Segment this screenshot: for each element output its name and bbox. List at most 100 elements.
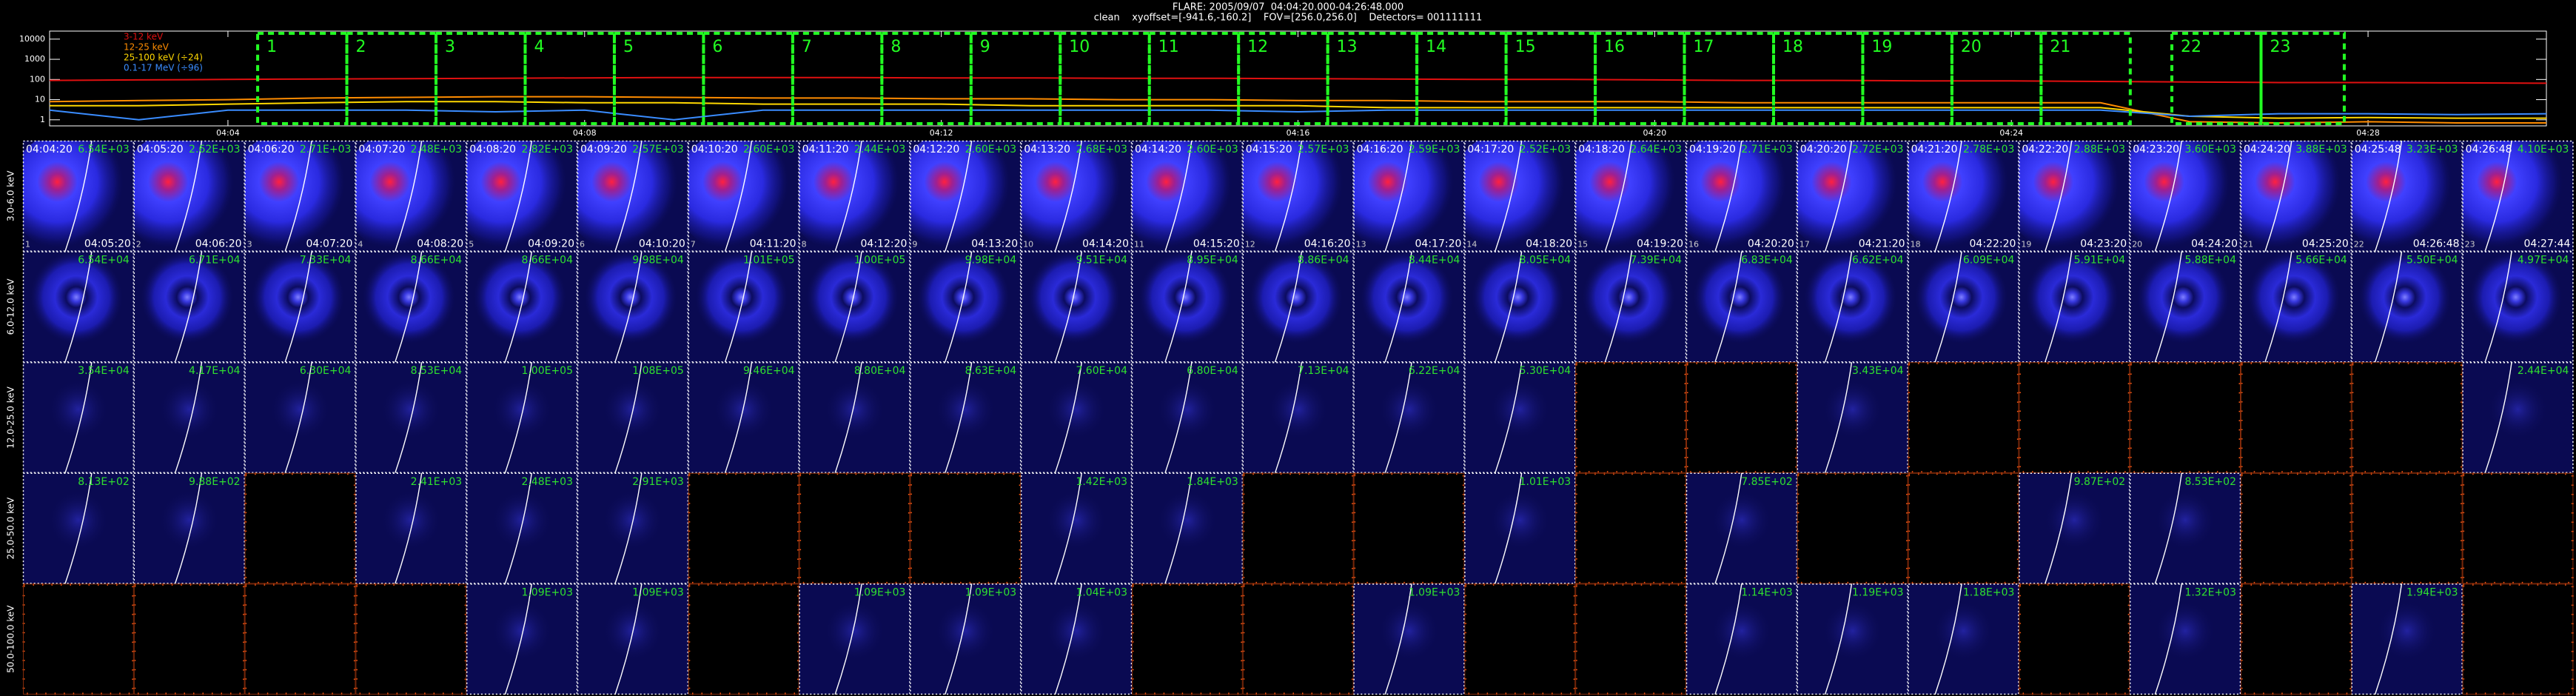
solar-limb xyxy=(945,140,973,252)
source-emission xyxy=(1148,485,1227,563)
source-emission xyxy=(1908,141,2016,252)
panel-value: 2.48E+03 xyxy=(521,476,573,488)
panel-border xyxy=(1797,361,1908,474)
empty-panel xyxy=(244,583,356,695)
end-time: 04:23:20 xyxy=(2080,238,2127,250)
panel-value: 2.88E+03 xyxy=(2074,144,2126,155)
panel-value: 2.44E+03 xyxy=(854,144,906,155)
source-emission xyxy=(1037,485,1116,563)
empty-panel xyxy=(2019,583,2130,695)
panel-border xyxy=(799,361,910,474)
panel-value: 2.78E+03 xyxy=(1963,144,2015,155)
empty-panel-edge xyxy=(355,583,467,695)
panel-value: 2.60E+03 xyxy=(743,144,795,155)
panel-border xyxy=(2240,251,2352,363)
panel-border xyxy=(577,251,689,363)
panel-border xyxy=(2240,140,2352,252)
panel-border xyxy=(466,140,578,252)
interval-number: 13 xyxy=(1337,38,1358,56)
image-panel xyxy=(1353,472,1465,584)
empty-panel xyxy=(2462,472,2574,584)
panel-value: 6.22E+04 xyxy=(1409,365,1460,377)
panel-number: 10 xyxy=(1023,240,1033,250)
x-tick-label: 04:28 xyxy=(2356,128,2380,138)
start-time: 04:07:20 xyxy=(358,144,405,155)
panel-number: 15 xyxy=(1577,240,1588,250)
image-panel: 5.30E+04 xyxy=(1464,361,1576,474)
source-emission xyxy=(150,374,229,452)
end-time: 04:07:20 xyxy=(306,238,353,250)
panel-value: 1.09E+03 xyxy=(1409,586,1460,598)
image-panel xyxy=(1242,583,1355,695)
image-panel xyxy=(1463,583,1576,695)
panel-border xyxy=(799,583,910,695)
interval-number: 1 xyxy=(266,38,277,56)
panel-number: 22 xyxy=(2354,240,2364,250)
solar-limb xyxy=(1495,251,1523,363)
panel-number: 13 xyxy=(1356,240,1366,250)
panel-value: 2.91E+03 xyxy=(632,476,684,488)
solar-limb xyxy=(724,362,753,474)
image-panel: 3.43E+04 xyxy=(1797,361,1908,474)
panel-value: 1.42E+03 xyxy=(1076,476,1127,488)
interval-box xyxy=(1415,32,1508,125)
source-emission xyxy=(1686,141,1794,252)
flare-subtitle: clean xyoffset=[-941.6,-160.2] FOV=[256.… xyxy=(1094,13,1483,24)
end-time: 04:20:20 xyxy=(1748,238,1794,250)
interval-box xyxy=(2170,32,2263,125)
empty-panel xyxy=(23,583,134,695)
image-panel: 8.13E+02 xyxy=(22,472,135,584)
source-emission xyxy=(926,595,1004,674)
empty-panel-edge xyxy=(2241,362,2352,473)
solar-limb xyxy=(614,362,643,474)
image-panel: 2.71E+03 04:19:20 04:20:20 16 xyxy=(1686,140,1798,252)
legend-entry: 3-12 keV xyxy=(124,32,164,42)
interval-number: 10 xyxy=(1069,38,1090,56)
empty-panel-edge xyxy=(1575,472,1686,584)
empty-panel xyxy=(910,472,1022,584)
solar-limb xyxy=(1495,362,1523,474)
source-emission xyxy=(913,251,1019,355)
panel-value: 7.33E+04 xyxy=(300,255,352,267)
image-panel xyxy=(2240,361,2352,474)
solar-limb xyxy=(284,140,312,252)
image-panel: 5.91E+04 xyxy=(2019,251,2130,363)
interval-number: 2 xyxy=(356,38,366,56)
image-panel: 6.83E+04 xyxy=(1686,251,1798,363)
panel-value: 2.68E+03 xyxy=(1076,144,1127,155)
interval-box xyxy=(435,32,527,125)
image-panel: 1.04E+03 xyxy=(1020,583,1133,695)
panel-number: 11 xyxy=(1134,240,1144,250)
interval-box xyxy=(1950,32,2043,125)
image-panel: 1.19E+03 xyxy=(1797,583,1908,695)
start-time: 04:04:20 xyxy=(26,144,73,155)
panel-number: 14 xyxy=(1466,240,1477,250)
end-time: 04:16:20 xyxy=(1304,238,1351,250)
source-emission xyxy=(133,141,242,252)
solar-limb xyxy=(504,583,532,695)
panel-border xyxy=(1908,583,2019,695)
image-panel xyxy=(1574,361,1687,474)
start-time: 04:09:20 xyxy=(580,144,627,155)
empty-panel xyxy=(1908,362,2019,473)
empty-panel xyxy=(1575,472,1686,584)
flare-title: FLARE: 2005/09/07 04:04:20.000-04:26:48.… xyxy=(1173,2,1403,13)
solar-limb xyxy=(64,362,93,474)
solar-limb xyxy=(1054,140,1082,252)
panel-value: 2.72E+03 xyxy=(1852,144,1904,155)
source-emission xyxy=(1688,251,1795,355)
panel-value: 7.85E+02 xyxy=(1741,476,1793,488)
image-panel: 1.32E+03 xyxy=(2129,583,2241,695)
solar-limb xyxy=(1934,583,1962,695)
end-time: 04:12:20 xyxy=(861,238,908,250)
empty-panel-edge xyxy=(1686,362,1797,473)
image-panel: 2.44E+04 xyxy=(2462,361,2574,474)
solar-limb xyxy=(834,362,862,474)
panel-border xyxy=(577,472,689,584)
image-panel: 2.41E+03 xyxy=(355,472,467,584)
panel-value: 6.62E+04 xyxy=(1852,255,1904,267)
image-panel: 6.80E+04 xyxy=(1131,361,1244,474)
source-emission xyxy=(2479,374,2557,452)
panel-number: 17 xyxy=(1799,240,1810,250)
